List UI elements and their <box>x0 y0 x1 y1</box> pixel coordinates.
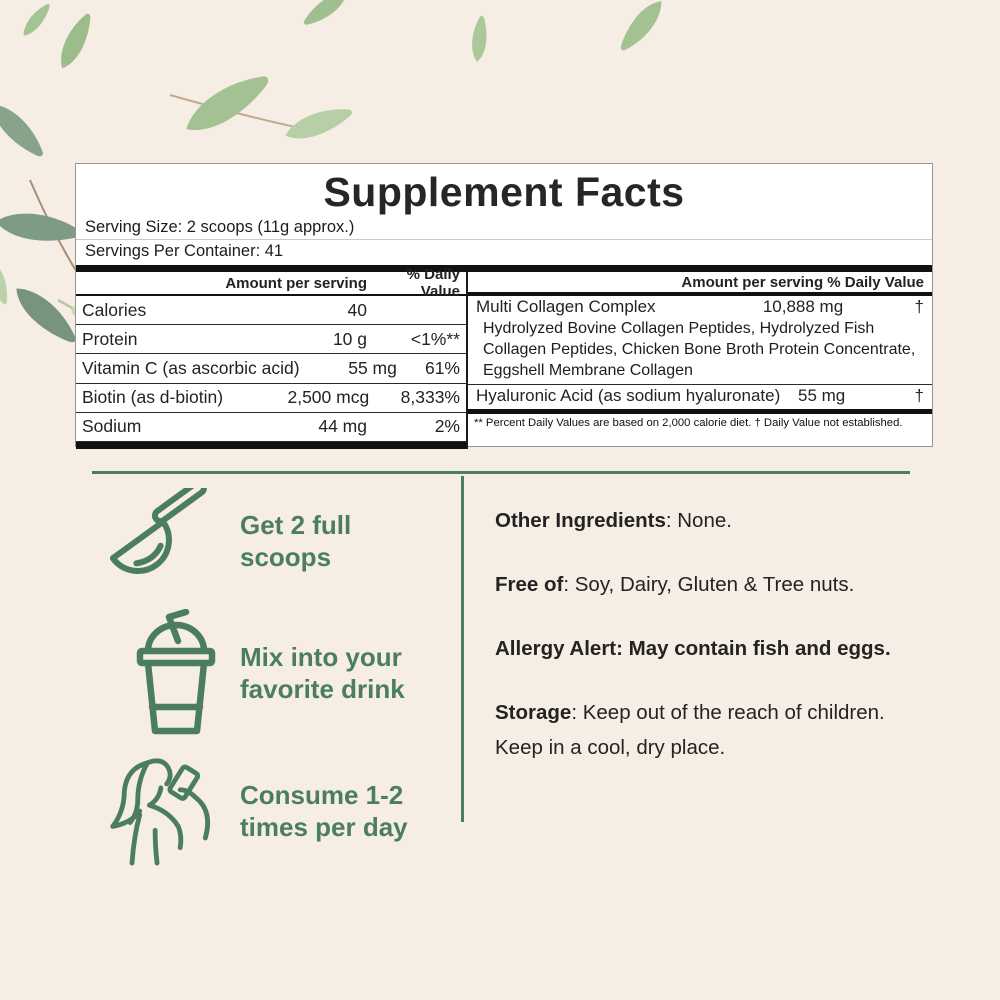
row-name: Hyaluronic Acid (as sodium hyaluronate) <box>476 386 781 405</box>
right-header-row: Amount per serving % Daily Value <box>468 272 932 296</box>
row-dv: 2% <box>434 416 460 437</box>
facts-column-left: Amount per serving % Daily Value Calorie… <box>76 266 466 450</box>
row-amount: 55 mg <box>798 386 846 405</box>
table-row-calories: Calories 40 <box>76 296 466 326</box>
row-name: Calories <box>82 299 147 320</box>
facts-column-right: Amount per serving % Daily Value Multi C… <box>466 272 932 449</box>
free-of-text: Free of: Soy, Dairy, Gluten & Tree nuts. <box>495 567 907 602</box>
right-row-divider <box>468 384 932 385</box>
facts-table: Amount per serving % Daily Value Calorie… <box>76 266 932 450</box>
table-row-vitamin-c: Vitamin C (as ascorbic acid) 55 mg 61% <box>76 354 466 384</box>
row-dv: <1%** <box>410 328 460 349</box>
row-dv: 8,333% <box>400 387 460 408</box>
supplement-facts-panel: Supplement Facts Serving Size: 2 scoops … <box>75 163 933 450</box>
storage-value: : Keep out of the reach of children. Kee… <box>495 701 885 759</box>
product-info: Other Ingredients: None. Free of: Soy, D… <box>495 503 907 794</box>
row-amount: 40 <box>347 299 367 320</box>
left-header-dv: % Daily Value <box>406 266 460 300</box>
instruction-consume: Consume 1-2 times per day <box>105 753 445 868</box>
daily-value-footnote: ** Percent Daily Values are based on 2,0… <box>474 417 903 429</box>
instruction-text: Mix into your favorite drink <box>240 642 405 704</box>
row-amount: 10,888 mg <box>762 297 844 316</box>
table-row-biotin: Biotin (as d-biotin) 2,500 mcg 8,333% <box>76 384 466 413</box>
usage-instructions: Get 2 full scoops Mix into your favorite… <box>105 488 445 884</box>
storage-label: Storage <box>495 701 572 724</box>
row-name: Protein <box>82 328 138 349</box>
other-ingredients-value: : None. <box>665 509 732 532</box>
row-name: Biotin (as d-biotin) <box>82 387 224 408</box>
scoop-icon <box>105 488 240 593</box>
instruction-text: Get 2 full scoops <box>240 509 352 572</box>
green-horizontal-divider <box>92 471 910 474</box>
row-dv: † <box>914 297 924 316</box>
servings-per-container: Servings Per Container: 41 <box>85 242 284 260</box>
allergy-alert-text: Allergy Alert: May contain fish and eggs… <box>495 631 907 666</box>
row-dv: 61% <box>424 358 460 378</box>
right-bottom-bar <box>468 409 932 414</box>
instruction-text: Consume 1-2 times per day <box>240 779 408 842</box>
panel-title: Supplement Facts <box>323 169 685 215</box>
person-drinking-icon <box>105 753 240 868</box>
serving-divider <box>76 239 932 240</box>
row-amount: 55 mg <box>348 358 397 378</box>
row-amount: 10 g <box>332 328 367 349</box>
drink-cup-icon <box>105 609 240 737</box>
table-row-hyaluronic-acid: Hyaluronic Acid (as sodium hyaluronate) … <box>468 385 932 407</box>
row-amount: 44 mg <box>318 416 367 437</box>
allergy-alert-value: Allergy Alert: May contain fish and eggs… <box>495 637 891 660</box>
table-row-multi-collagen: Multi Collagen Complex 10,888 mg † <box>468 296 932 318</box>
table-row-sodium: Sodium 44 mg 2% <box>76 413 466 443</box>
other-ingredients-label: Other Ingredients <box>495 509 666 532</box>
table-row-protein: Protein 10 g <1%** <box>76 325 466 355</box>
row-dv: † <box>914 386 924 405</box>
row-amount: 2,500 mcg <box>287 387 370 408</box>
storage-text: Storage: Keep out of the reach of childr… <box>495 695 907 765</box>
row-name: Vitamin C (as ascorbic acid) <box>82 358 300 378</box>
green-vertical-divider <box>461 476 464 822</box>
free-of-label: Free of <box>495 573 564 596</box>
row-name: Multi Collagen Complex <box>476 297 656 316</box>
left-bottom-bar <box>76 442 466 450</box>
left-header-row: Amount per serving % Daily Value <box>76 266 466 300</box>
instruction-mix: Mix into your favorite drink <box>105 609 445 737</box>
collagen-sub-ingredients: Hydrolyzed Bovine Collagen Peptides, Hyd… <box>483 320 916 379</box>
other-ingredients-text: Other Ingredients: None. <box>495 503 907 538</box>
table-top-bar <box>76 265 932 272</box>
left-header-amount: Amount per serving <box>225 274 367 292</box>
serving-size: Serving Size: 2 scoops (11g approx.) <box>85 218 355 236</box>
free-of-value: : Soy, Dairy, Gluten & Tree nuts. <box>563 573 855 596</box>
row-name: Sodium <box>82 416 142 437</box>
instruction-scoops: Get 2 full scoops <box>105 488 445 593</box>
